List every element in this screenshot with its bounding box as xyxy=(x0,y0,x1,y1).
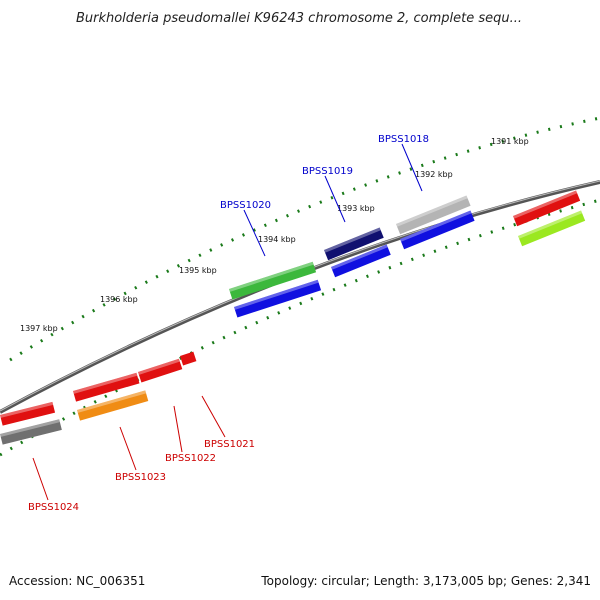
gene-label[interactable]: BPSS1021 xyxy=(204,439,255,450)
gene-label[interactable]: BPSS1023 xyxy=(115,472,166,483)
gene-leader-line xyxy=(32,457,49,501)
gene-feature[interactable] xyxy=(513,190,581,227)
gene-leader-line xyxy=(201,395,226,438)
gene-feature[interactable] xyxy=(0,401,56,426)
gene-feature[interactable] xyxy=(73,372,140,402)
gene-leader-line xyxy=(243,209,266,257)
feature-body xyxy=(396,195,471,235)
gene-leader-line xyxy=(401,143,423,192)
feature-body xyxy=(180,351,197,366)
kbp-label: 1395 kbp xyxy=(179,266,217,275)
kbp-label: 1392 kbp xyxy=(415,170,453,179)
gene-label[interactable]: BPSS1022 xyxy=(165,453,216,464)
gene-feature[interactable] xyxy=(138,358,183,383)
feature-body xyxy=(0,419,62,445)
gene-feature[interactable] xyxy=(228,261,317,300)
gene-feature[interactable] xyxy=(0,419,62,445)
gene-leader-line xyxy=(173,405,183,453)
gene-label[interactable]: BPSS1020 xyxy=(220,200,271,211)
gene-feature[interactable] xyxy=(233,279,322,318)
kbp-label: 1393 kbp xyxy=(337,204,375,213)
gene-feature[interactable] xyxy=(518,210,586,247)
accession-text: Accession: NC_006351 xyxy=(9,574,145,588)
gene-leader-line xyxy=(324,175,346,223)
inner-tick-track xyxy=(0,198,600,457)
feature-body xyxy=(138,358,183,383)
map-title: Burkholderia pseudomallei K96243 chromos… xyxy=(76,11,522,26)
feature-body xyxy=(73,372,140,402)
kbp-label: 1391 kbp xyxy=(491,137,529,146)
feature-body xyxy=(324,227,384,261)
gene-feature[interactable] xyxy=(180,351,197,366)
gene-leader-line xyxy=(119,426,137,471)
feature-body xyxy=(331,244,391,278)
feature-body xyxy=(513,190,581,227)
kbp-label: 1394 kbp xyxy=(258,235,296,244)
gene-feature[interactable] xyxy=(77,390,149,421)
gene-feature[interactable] xyxy=(396,195,471,235)
gene-feature[interactable] xyxy=(331,244,391,278)
kbp-label: 1396 kbp xyxy=(100,295,138,304)
genome-summary-text: Topology: circular; Length: 3,173,005 bp… xyxy=(260,574,591,588)
kbp-label: 1397 kbp xyxy=(20,324,58,333)
feature-body xyxy=(400,210,475,250)
feature-body xyxy=(234,279,322,318)
feature-body xyxy=(518,210,586,247)
gene-feature[interactable] xyxy=(324,227,384,261)
gene-label[interactable]: BPSS1018 xyxy=(378,134,429,145)
gene-label[interactable]: BPSS1024 xyxy=(28,502,79,513)
feature-body xyxy=(0,401,56,426)
feature-body xyxy=(229,261,317,300)
gene-label[interactable]: BPSS1019 xyxy=(302,166,353,177)
feature-body xyxy=(77,390,149,421)
outer-tick-track xyxy=(9,116,600,362)
gene-feature[interactable] xyxy=(400,210,475,250)
